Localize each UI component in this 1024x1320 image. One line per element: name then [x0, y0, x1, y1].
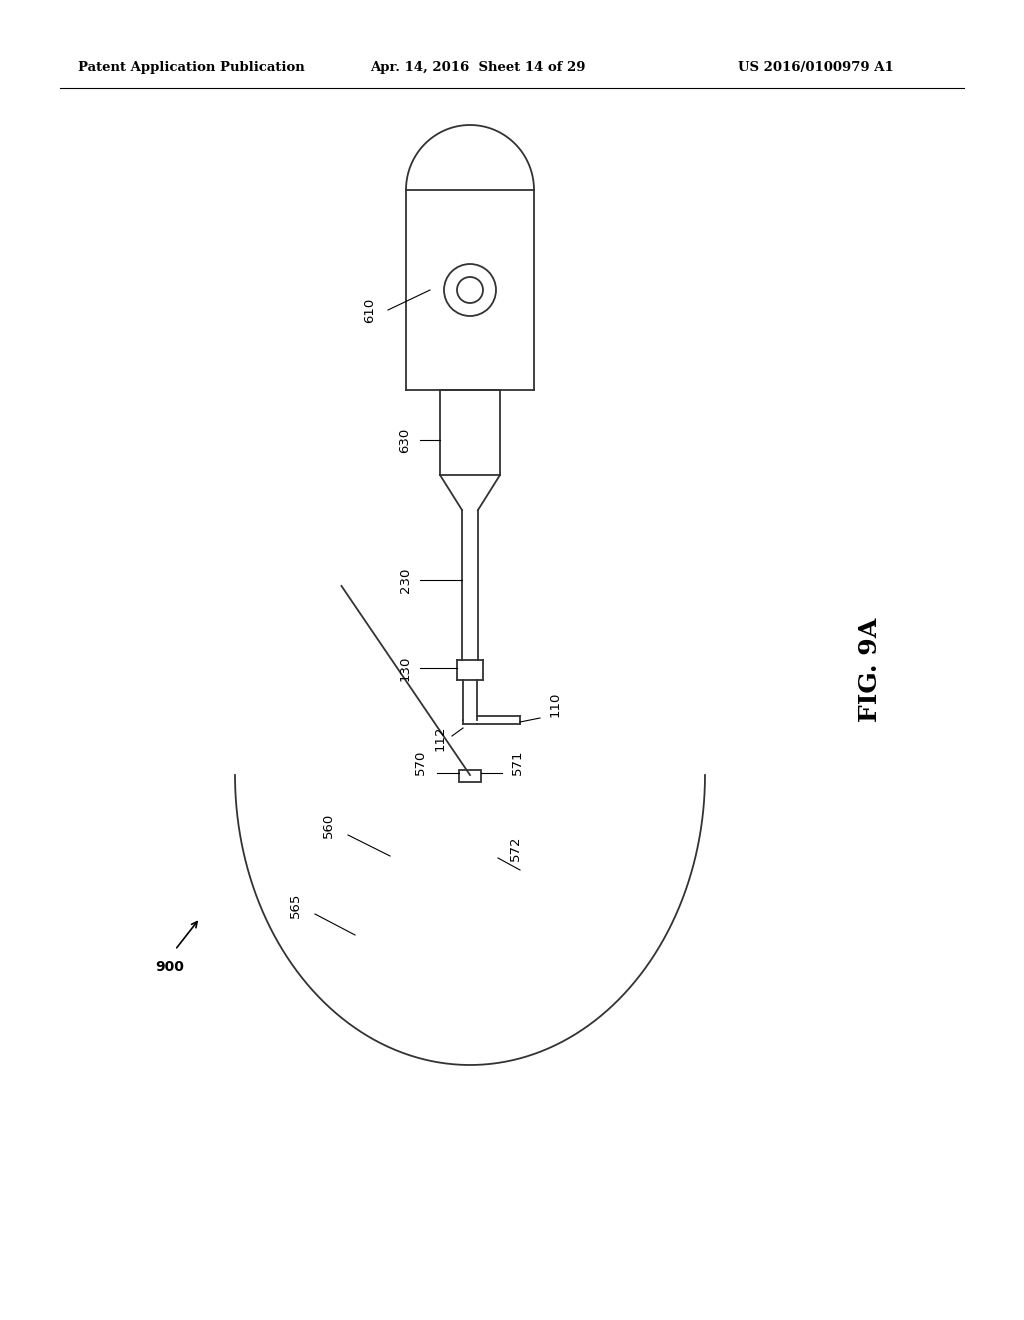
- Text: 900: 900: [155, 960, 184, 974]
- Text: 110: 110: [549, 692, 561, 717]
- Text: FIG. 9A: FIG. 9A: [858, 618, 882, 722]
- Text: Apr. 14, 2016  Sheet 14 of 29: Apr. 14, 2016 Sheet 14 of 29: [370, 62, 586, 74]
- Text: US 2016/0100979 A1: US 2016/0100979 A1: [738, 62, 894, 74]
- Text: Patent Application Publication: Patent Application Publication: [78, 62, 305, 74]
- Text: 230: 230: [398, 568, 412, 593]
- Text: 565: 565: [289, 892, 301, 917]
- Text: 630: 630: [398, 428, 412, 453]
- Text: 112: 112: [433, 725, 446, 751]
- Text: 571: 571: [511, 750, 523, 775]
- Text: 572: 572: [509, 836, 521, 861]
- Text: 610: 610: [364, 297, 377, 322]
- Text: 130: 130: [398, 655, 412, 681]
- Text: 570: 570: [414, 750, 427, 775]
- Text: 560: 560: [322, 812, 335, 838]
- Bar: [459, 770, 481, 781]
